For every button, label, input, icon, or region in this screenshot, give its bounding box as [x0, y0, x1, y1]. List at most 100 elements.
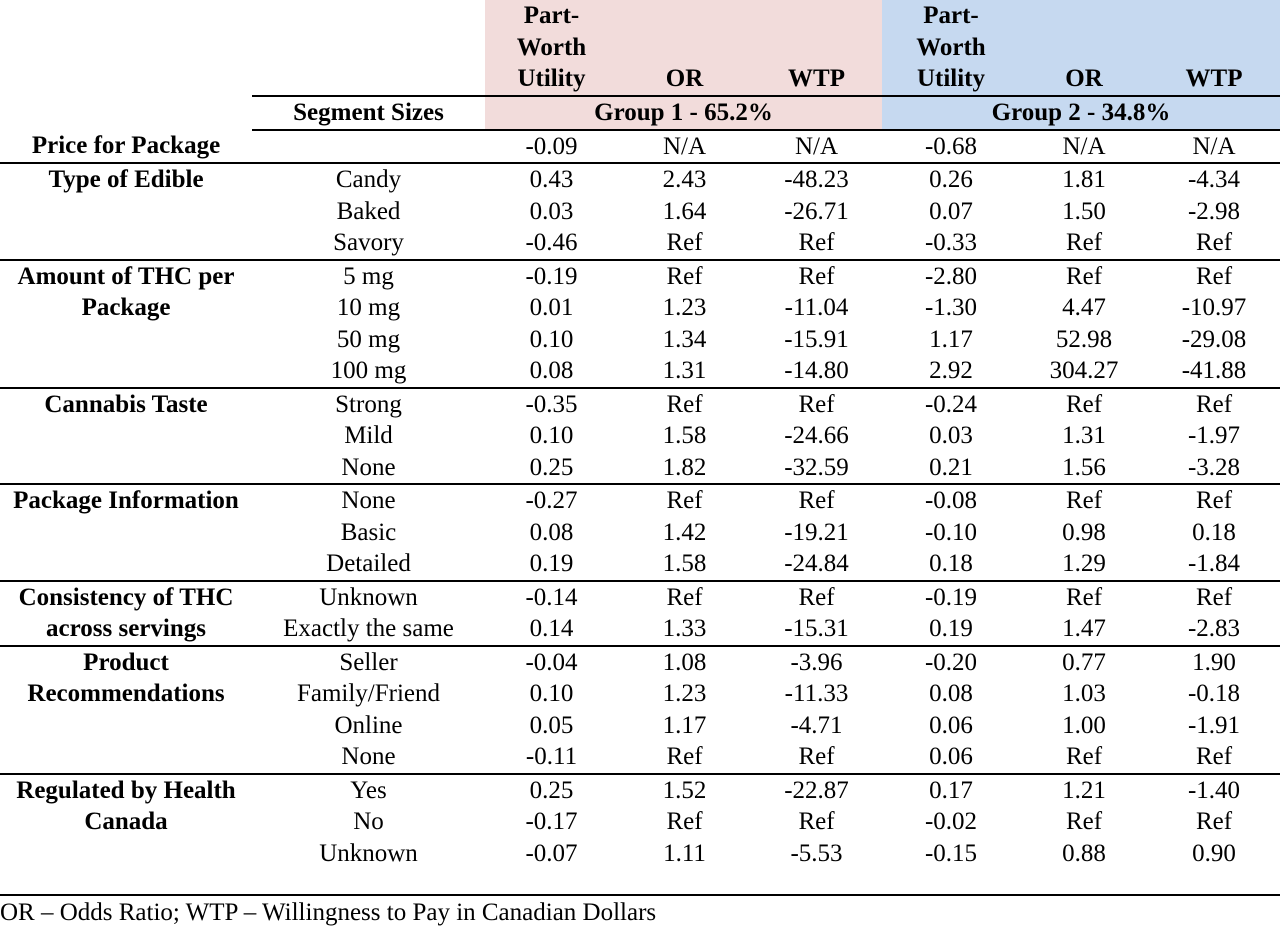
value-cell: -1.40 — [1148, 772, 1280, 806]
table-row: No -0.17 Ref Ref -0.02 Ref Ref — [0, 806, 1280, 838]
value-cell: 1.42 — [662, 518, 707, 546]
level-label: None — [252, 483, 485, 517]
level-label: Exactly the same — [283, 615, 454, 642]
value-cell: 0.08 — [529, 357, 574, 384]
level-label: Savory — [333, 229, 404, 256]
group2-label: Group 2 - 34.8% — [882, 94, 1280, 130]
table-row: Price for Package -0.09 N/A N/A -0.68 N/A N/A — [0, 128, 1280, 163]
value-cell: N/A — [1020, 128, 1148, 163]
value-cell: 0.98 — [1062, 518, 1106, 546]
table-row: Regulated by Health Canada Yes 0.25 1.52 -22… — [0, 772, 1280, 869]
value-cell: -0.15 — [924, 839, 978, 867]
value-cell: Ref — [751, 258, 882, 292]
group1-label: Group 1 - 65.2% — [485, 94, 882, 130]
value-cell: -0.17 — [525, 808, 578, 835]
value-cell: -0.19 — [485, 258, 618, 292]
value-cell: -19.21 — [784, 518, 849, 546]
value-cell: 0.88 — [1062, 839, 1106, 867]
level-label: 100 mg — [330, 357, 407, 384]
value-cell: 0.03 — [529, 197, 574, 225]
value-cell: 1.23 — [662, 294, 707, 321]
value-cell: -3.28 — [1187, 453, 1241, 481]
value-cell: 0.19 — [929, 615, 973, 642]
value-cell: 0.77 — [1020, 644, 1148, 678]
table-bottom-rule — [0, 894, 1280, 896]
value-cell: Ref — [618, 579, 751, 613]
value-cell: Ref — [798, 229, 835, 256]
value-cell: 2.92 — [929, 357, 973, 384]
value-cell: Ref — [1195, 743, 1233, 770]
level-label: Family/Friend — [296, 680, 441, 707]
level-label: None — [341, 453, 396, 481]
value-cell: 0.07 — [929, 197, 973, 225]
value-cell: Ref — [1065, 229, 1103, 256]
value-cell: 1.08 — [618, 644, 751, 678]
value-cell: 0.03 — [929, 422, 973, 449]
value-cell: 0.10 — [529, 422, 574, 449]
value-cell: -26.71 — [784, 197, 849, 225]
value-cell: -0.09 — [485, 128, 618, 163]
value-cell: 0.10 — [529, 680, 574, 707]
value-cell: -10.97 — [1181, 294, 1247, 321]
value-cell: -24.66 — [784, 422, 849, 449]
value-cell: -15.91 — [784, 325, 849, 353]
value-cell: Ref — [1065, 743, 1103, 770]
value-cell: Ref — [1148, 483, 1280, 517]
value-cell: Ref — [666, 743, 703, 770]
value-cell: 1.58 — [662, 422, 707, 449]
value-cell: -1.91 — [1187, 711, 1241, 739]
level-label: No — [353, 808, 384, 835]
value-cell: 1.31 — [1062, 422, 1106, 449]
value-cell: -32.59 — [784, 453, 849, 481]
value-cell: 0.17 — [882, 772, 1020, 806]
table-row: Product Recommendations Seller -0.04 1.08 -3… — [0, 644, 1280, 774]
value-cell: 0.25 — [529, 453, 574, 481]
value-cell: Ref — [1148, 258, 1280, 292]
value-cell: -22.87 — [751, 772, 882, 806]
level-label: 10 mg — [336, 294, 401, 321]
value-cell: 0.10 — [529, 325, 574, 353]
value-cell: 0.18 — [1192, 518, 1236, 546]
table-row: Family/Friend 0.10 1.23 -11.33 0.08 1.03 -0.18 — [0, 678, 1280, 710]
value-cell: -1.30 — [924, 294, 978, 321]
level-label: 5 mg — [252, 258, 485, 292]
value-cell: Ref — [618, 386, 751, 420]
value-cell: -14.80 — [784, 357, 849, 384]
value-cell: 2.43 — [618, 162, 751, 196]
value-cell: 1.17 — [929, 325, 973, 353]
group-header-row: Segment Sizes Group 1 - 65.2% Group 2 - … — [0, 94, 1280, 130]
value-cell: Ref — [1065, 808, 1103, 835]
value-cell: -0.19 — [882, 579, 1020, 613]
level-label: Seller — [252, 644, 485, 678]
level-label — [252, 128, 485, 163]
value-cell: -0.14 — [485, 579, 618, 613]
value-cell: -4.34 — [1148, 162, 1280, 196]
value-cell: 1.34 — [662, 325, 707, 353]
value-cell: 0.18 — [929, 550, 973, 577]
table-row: Package Information None -0.27 Ref Ref -0.08 R… — [0, 483, 1280, 581]
value-cell: Ref — [751, 579, 882, 613]
value-cell: 1.64 — [662, 197, 707, 225]
value-cell: -2.83 — [1187, 615, 1241, 642]
attribute-label: Consistency of THC across servings — [0, 579, 252, 646]
value-cell: Ref — [1148, 386, 1280, 420]
value-cell: 0.14 — [529, 615, 574, 642]
value-cell: 1.29 — [1062, 550, 1106, 577]
value-cell: Ref — [1020, 483, 1148, 517]
value-cell: 52.98 — [1055, 325, 1113, 353]
value-cell: 0.06 — [929, 743, 973, 770]
level-label: Strong — [252, 386, 485, 420]
value-cell: -48.23 — [751, 162, 882, 196]
attribute-label: Amount of THC per Package — [0, 258, 252, 388]
value-cell: -0.04 — [485, 644, 618, 678]
table-row: Amount of THC per Package 5 mg -0.19 Ref Ref… — [0, 258, 1280, 388]
column-header-row: Part- Worth Utility OR WTP Part- Worth Utili… — [0, 0, 1280, 96]
value-cell: -2.98 — [1187, 197, 1241, 225]
value-cell: 0.90 — [1192, 839, 1236, 867]
value-cell: -1.97 — [1187, 422, 1241, 449]
level-label: Candy — [252, 162, 485, 196]
table-row: Baked 0.03 1.64 -26.71 0.07 1.50 -2.98 — [0, 196, 1280, 228]
value-cell: -4.71 — [790, 711, 843, 739]
value-cell: Ref — [1148, 579, 1280, 613]
group2-pwu-header: Part- Worth Utility — [882, 0, 1020, 96]
